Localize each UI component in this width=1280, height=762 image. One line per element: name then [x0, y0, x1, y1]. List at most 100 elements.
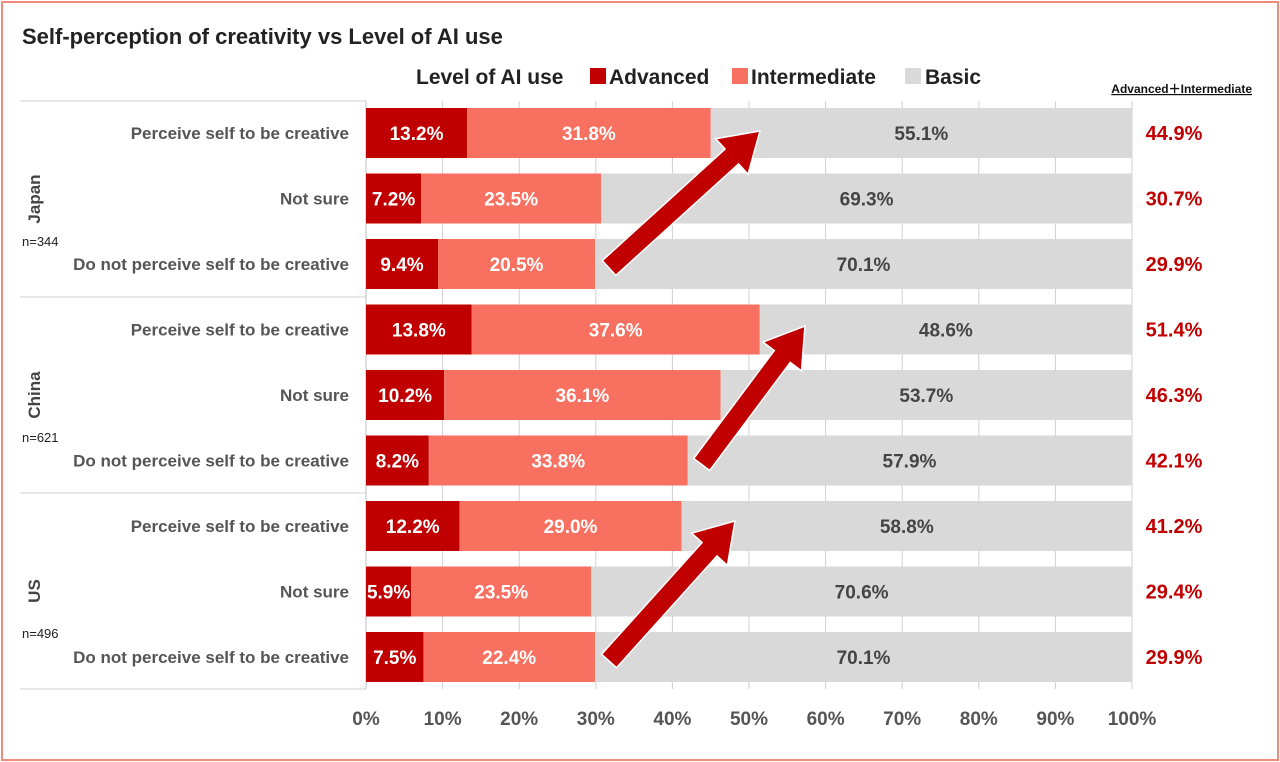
- bar-advanced: [366, 304, 472, 355]
- bar-label-advanced: 7.2%: [372, 190, 415, 211]
- legend-title: Level of AI use: [416, 66, 563, 89]
- sum-label: 29.9%: [1146, 254, 1203, 276]
- bar-label-intermediate: 29.0%: [544, 517, 598, 538]
- legend-label-intermediate: Intermediate: [751, 66, 876, 89]
- sum-column-header: Advanced＋Intermediate: [1111, 82, 1252, 96]
- bar-label-intermediate: 20.5%: [490, 255, 544, 276]
- bar-advanced: [366, 566, 412, 617]
- bar-intermediate: [421, 173, 602, 224]
- x-tick-label: 60%: [807, 709, 845, 730]
- bar-label-basic: 58.8%: [880, 517, 934, 538]
- bar-advanced: [366, 173, 422, 224]
- bar-label-basic: 70.6%: [835, 583, 889, 604]
- x-tick-label: 100%: [1108, 709, 1157, 730]
- bar-advanced: [366, 501, 460, 551]
- bar-label-intermediate: 31.8%: [562, 124, 616, 145]
- bar-label-advanced: 10.2%: [378, 386, 432, 407]
- bar-label-basic: 69.3%: [840, 190, 894, 211]
- sum-label: 42.1%: [1146, 451, 1203, 473]
- legend-label-advanced: Advanced: [609, 66, 709, 89]
- x-tick-label: 90%: [1036, 709, 1074, 730]
- x-tick-label: 40%: [653, 709, 691, 730]
- bar-label-advanced: 12.2%: [386, 517, 440, 538]
- bar-label-intermediate: 22.4%: [482, 648, 536, 669]
- bar-advanced: [366, 108, 468, 158]
- bar-basic: [720, 370, 1132, 420]
- bar-label-intermediate: 23.5%: [484, 190, 538, 211]
- category-label: Perceive self to be creative: [131, 124, 349, 143]
- bar-label-intermediate: 33.8%: [531, 452, 585, 473]
- bar-label-advanced: 7.5%: [373, 648, 416, 669]
- bar-intermediate: [459, 501, 682, 551]
- bar-intermediate: [438, 239, 596, 289]
- bar-intermediate: [423, 632, 596, 682]
- bar-advanced: [366, 632, 424, 682]
- sum-label: 41.2%: [1146, 516, 1203, 538]
- bar-label-basic: 48.6%: [919, 321, 973, 342]
- trend-arrow: [692, 324, 806, 472]
- bar-intermediate: [471, 304, 760, 355]
- bar-label-advanced: 13.2%: [390, 124, 444, 145]
- legend-swatch-intermediate: [732, 68, 748, 84]
- bar-label-basic: 55.1%: [894, 124, 948, 145]
- bar-label-basic: 57.9%: [883, 452, 937, 473]
- category-label: Do not perceive self to be creative: [73, 452, 349, 471]
- legend-swatch-basic: [905, 68, 921, 84]
- bar-intermediate: [411, 566, 592, 617]
- category-label: Do not perceive self to be creative: [73, 648, 349, 667]
- trend-arrow: [601, 130, 762, 277]
- category-label: Not sure: [280, 583, 349, 602]
- x-tick-label: 10%: [424, 709, 462, 730]
- bar-basic: [759, 304, 1132, 355]
- bar-label-basic: 70.1%: [837, 255, 891, 276]
- x-tick-label: 70%: [883, 709, 921, 730]
- bar-label-advanced: 13.8%: [392, 321, 446, 342]
- bar-intermediate: [444, 370, 721, 420]
- bar-intermediate: [467, 108, 711, 158]
- sample-size-label: n=621: [22, 430, 59, 445]
- bar-label-basic: 70.1%: [837, 648, 891, 669]
- category-label: Perceive self to be creative: [131, 321, 349, 340]
- bar-basic: [595, 632, 1132, 682]
- sum-label: 44.9%: [1146, 123, 1203, 145]
- bar-advanced: [366, 370, 445, 420]
- bar-basic: [595, 239, 1132, 289]
- trend-arrow: [600, 519, 736, 669]
- bar-label-basic: 53.7%: [899, 386, 953, 407]
- bar-basic: [687, 435, 1132, 486]
- x-tick-label: 50%: [730, 709, 768, 730]
- x-tick-label: 20%: [500, 709, 538, 730]
- bar-label-advanced: 5.9%: [367, 583, 410, 604]
- x-tick-label: 80%: [960, 709, 998, 730]
- sample-size-label: n=496: [22, 626, 59, 641]
- country-label: China: [25, 371, 44, 419]
- bar-label-intermediate: 36.1%: [555, 386, 609, 407]
- category-label: Not sure: [280, 386, 349, 405]
- bar-advanced: [366, 239, 439, 289]
- category-label: Perceive self to be creative: [131, 517, 349, 536]
- bar-label-intermediate: 23.5%: [474, 583, 528, 604]
- sum-label: 51.4%: [1146, 320, 1203, 342]
- x-tick-label: 30%: [577, 709, 615, 730]
- bar-intermediate: [428, 435, 688, 486]
- legend-swatch-advanced: [590, 68, 606, 84]
- sum-label: 29.9%: [1146, 647, 1203, 669]
- bar-basic: [710, 108, 1132, 158]
- sample-size-label: n=344: [22, 234, 59, 249]
- bar-basic: [681, 501, 1132, 551]
- bar-advanced: [366, 435, 429, 486]
- country-label: US: [25, 579, 44, 603]
- bar-label-advanced: 9.4%: [380, 255, 423, 276]
- bar-label-advanced: 8.2%: [376, 452, 419, 473]
- sum-label: 46.3%: [1146, 385, 1203, 407]
- sum-label: 30.7%: [1146, 189, 1203, 211]
- chart-title: Self-perception of creativity vs Level o…: [22, 24, 503, 49]
- bar-label-intermediate: 37.6%: [589, 321, 643, 342]
- x-tick-label: 0%: [352, 709, 380, 730]
- legend-label-basic: Basic: [925, 66, 981, 89]
- category-label: Do not perceive self to be creative: [73, 255, 349, 274]
- category-label: Not sure: [280, 190, 349, 209]
- country-label: Japan: [25, 174, 44, 223]
- sum-label: 29.4%: [1146, 582, 1203, 604]
